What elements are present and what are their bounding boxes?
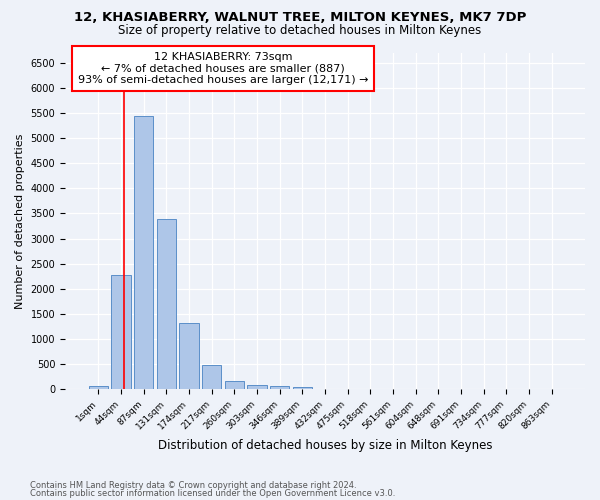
Bar: [224, 382, 244, 390]
Bar: [202, 365, 221, 390]
Bar: [293, 387, 312, 390]
Bar: [270, 386, 289, 390]
Text: 12 KHASIABERRY: 73sqm
← 7% of detached houses are smaller (887)
93% of semi-deta: 12 KHASIABERRY: 73sqm ← 7% of detached h…: [78, 52, 368, 85]
Text: Contains public sector information licensed under the Open Government Licence v3: Contains public sector information licen…: [30, 489, 395, 498]
Bar: [89, 386, 108, 390]
Text: 12, KHASIABERRY, WALNUT TREE, MILTON KEYNES, MK7 7DP: 12, KHASIABERRY, WALNUT TREE, MILTON KEY…: [74, 11, 526, 24]
Text: Contains HM Land Registry data © Crown copyright and database right 2024.: Contains HM Land Registry data © Crown c…: [30, 481, 356, 490]
X-axis label: Distribution of detached houses by size in Milton Keynes: Distribution of detached houses by size …: [158, 440, 492, 452]
Bar: [112, 275, 131, 390]
Bar: [134, 116, 153, 390]
Bar: [157, 220, 176, 390]
Text: Size of property relative to detached houses in Milton Keynes: Size of property relative to detached ho…: [118, 24, 482, 37]
Bar: [247, 385, 266, 390]
Bar: [179, 324, 199, 390]
Y-axis label: Number of detached properties: Number of detached properties: [15, 133, 25, 308]
